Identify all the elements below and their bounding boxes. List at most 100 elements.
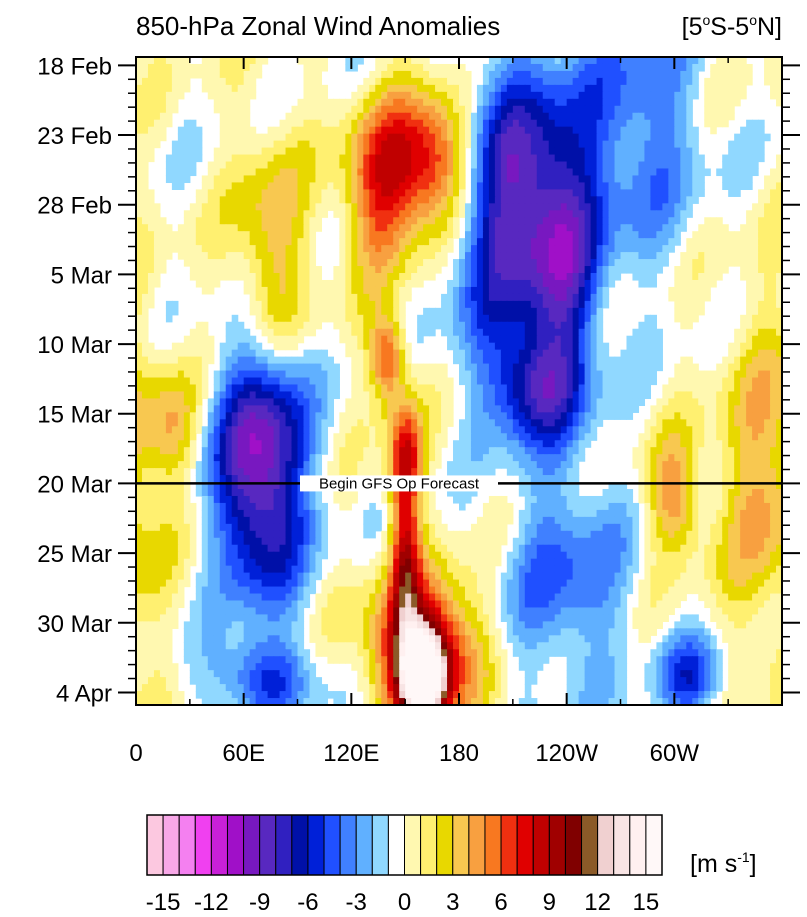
heat-cell	[159, 112, 167, 121]
heat-cell	[680, 433, 687, 441]
heat-cell	[315, 210, 323, 218]
heat-cell	[734, 349, 741, 358]
heat-cell	[411, 391, 418, 400]
heat-cell	[488, 349, 496, 358]
heat-cell	[548, 98, 556, 107]
heat-cell	[165, 77, 173, 86]
heat-cell	[530, 377, 538, 386]
heat-cell	[297, 133, 305, 142]
heat-cell	[291, 175, 299, 184]
heat-cell	[776, 349, 783, 358]
heat-cell	[453, 349, 460, 358]
heat-cell	[512, 154, 520, 163]
heat-cell	[459, 77, 466, 86]
heat-cell	[171, 98, 179, 107]
heat-cell	[261, 307, 269, 316]
heat-cell	[435, 398, 442, 406]
heat-cell	[680, 273, 687, 281]
heat-cell	[303, 196, 311, 204]
heat-cell	[315, 419, 323, 427]
heat-cell	[512, 279, 520, 288]
heat-cell	[668, 286, 675, 295]
heat-cell	[417, 175, 424, 184]
heat-cell	[171, 84, 179, 93]
heat-cell	[237, 119, 245, 128]
heat-cell	[752, 300, 759, 309]
heat-cell	[512, 140, 520, 149]
heat-cell	[351, 224, 358, 232]
heat-cell	[423, 182, 430, 190]
heat-cell	[614, 252, 622, 260]
heat-cell	[650, 147, 657, 156]
heat-cell	[662, 161, 669, 170]
heat-cell	[716, 363, 723, 372]
heat-cell	[656, 161, 663, 170]
heat-cell	[488, 210, 496, 218]
heat-cell	[189, 363, 197, 372]
heat-cell	[369, 175, 376, 184]
heat-cell	[710, 398, 717, 406]
heat-cell	[488, 405, 496, 413]
heat-cell	[375, 245, 382, 253]
heat-cell	[524, 119, 532, 128]
heat-cell	[369, 147, 376, 156]
heat-cell	[285, 126, 293, 135]
heat-cell	[327, 203, 334, 211]
heat-cell	[231, 384, 239, 393]
heat-cell	[399, 112, 406, 121]
heat-cell	[351, 126, 358, 135]
heat-cell	[542, 133, 550, 142]
heat-cell	[393, 370, 400, 379]
heat-cell	[297, 112, 305, 121]
heat-cell	[321, 363, 329, 372]
region-suffix: N]	[757, 13, 782, 41]
heat-cell	[716, 252, 723, 260]
heat-cell	[339, 203, 346, 211]
heat-cell	[315, 321, 323, 330]
heat-cell	[740, 154, 747, 163]
heat-cell	[339, 266, 346, 274]
heat-cell	[578, 168, 586, 177]
heat-cell	[231, 433, 239, 441]
heat-cell	[136, 112, 143, 121]
heat-cell	[159, 224, 167, 232]
heat-cell	[644, 252, 652, 260]
heat-cell	[590, 426, 598, 434]
heat-cell	[620, 245, 628, 253]
heat-cell	[686, 426, 693, 434]
heat-cell	[136, 259, 143, 267]
heat-cell	[189, 412, 197, 420]
heat-cell	[644, 168, 652, 177]
heat-cell	[632, 349, 640, 358]
heat-cell	[656, 70, 663, 79]
heat-cell	[339, 196, 346, 204]
heat-cell	[273, 203, 281, 211]
heat-cell	[662, 231, 669, 239]
heat-cell	[620, 196, 628, 204]
heat-cell	[512, 224, 520, 232]
heat-cell	[542, 391, 550, 400]
heat-cell	[165, 384, 173, 393]
heat-cell	[291, 266, 299, 274]
heat-cell	[746, 217, 753, 225]
heat-cell	[357, 273, 364, 281]
heat-cell	[453, 342, 460, 351]
heat-cell	[584, 231, 592, 239]
heat-cell	[249, 307, 257, 316]
heat-cell	[297, 224, 305, 232]
heat-cell	[399, 293, 406, 302]
heat-cell	[734, 342, 741, 351]
heat-cell	[740, 84, 747, 93]
heat-cell	[339, 154, 346, 163]
heat-cell	[291, 342, 299, 351]
heat-cell	[536, 370, 544, 379]
heat-cell	[279, 440, 287, 448]
heat-cell	[147, 63, 155, 72]
heat-cell	[136, 84, 143, 93]
heat-cell	[279, 245, 287, 253]
heat-cell	[554, 119, 562, 128]
heat-cell	[596, 126, 604, 135]
heat-cell	[201, 182, 209, 190]
heat-cell	[136, 203, 143, 211]
heat-cell	[542, 252, 550, 260]
